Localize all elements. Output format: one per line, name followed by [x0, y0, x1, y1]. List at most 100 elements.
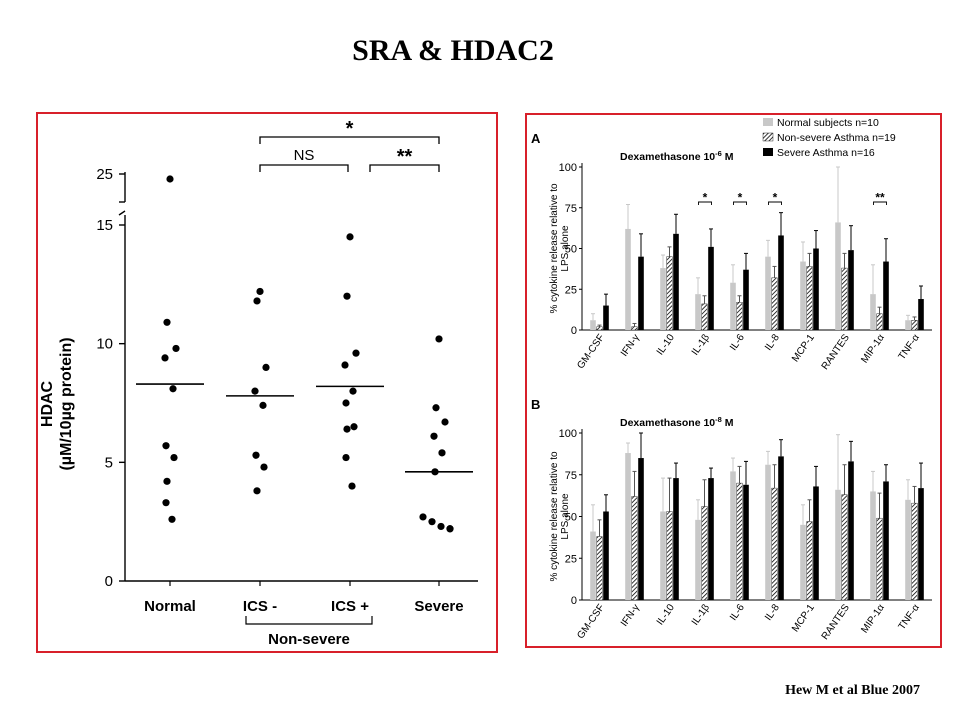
bar: [596, 326, 603, 331]
legend-swatch: [763, 118, 773, 126]
data-point: [172, 344, 180, 353]
bar: [870, 294, 876, 330]
slide-title: SRA & HDAC2: [352, 34, 554, 67]
bar: [673, 478, 679, 600]
bar: [590, 531, 596, 600]
data-point: [441, 418, 449, 426]
bar: [918, 299, 924, 330]
bar: [883, 261, 889, 330]
bar: [905, 320, 911, 330]
bar: [778, 456, 784, 600]
legend-label: Normal subjects n=10: [777, 117, 879, 129]
data-point: [256, 287, 264, 296]
bar: [701, 506, 708, 601]
data-point: [162, 442, 170, 450]
bar: [848, 250, 854, 330]
y-tick-label: 0: [571, 595, 577, 607]
bar: [590, 320, 596, 330]
data-point: [253, 487, 261, 495]
group-label: Non-severe: [268, 631, 350, 648]
panel-title-main: Dexamethasone 10: [620, 417, 715, 429]
x-tick-label: IL-6: [728, 332, 747, 353]
data-point: [162, 499, 170, 507]
data-point: [352, 349, 360, 357]
x-tick-label: RANTES: [820, 332, 852, 372]
citation: Hew M et al Blue 2007: [785, 683, 920, 698]
bar: [660, 511, 666, 600]
y-axis-label: % cytokine release relative to: [549, 451, 560, 582]
legend-swatch: [763, 148, 773, 156]
data-point: [346, 233, 354, 241]
x-tick-label: GM-CSF: [575, 332, 607, 371]
comparison-label: NS: [294, 147, 315, 164]
bar: [596, 536, 603, 601]
bar: [876, 517, 883, 601]
panel-title: Dexamethasone 10-8 M: [620, 415, 734, 430]
bar: [835, 222, 841, 330]
x-tick-label: IL-1β: [690, 602, 712, 627]
data-point: [170, 453, 178, 462]
bar: [673, 233, 679, 330]
bar: [876, 313, 883, 331]
data-point: [166, 175, 174, 183]
y-tick-label: 0: [105, 573, 113, 590]
bar: [708, 246, 714, 330]
y-axis-label: % cytokine release relative to: [549, 183, 560, 314]
significance-label: *: [773, 191, 778, 205]
bar: [778, 235, 784, 330]
bar: [835, 489, 841, 600]
bar: [625, 228, 631, 330]
data-point: [161, 354, 169, 362]
y-tick-label: 100: [559, 162, 577, 174]
data-point: [342, 399, 350, 407]
significance-bracket: [768, 201, 782, 205]
x-tick-label: Severe: [414, 598, 463, 615]
data-point: [446, 525, 454, 533]
bar: [743, 269, 749, 330]
bar: [638, 256, 644, 330]
data-point: [342, 453, 350, 462]
y-tick-label: 100: [559, 428, 577, 440]
bar: [736, 302, 743, 331]
y-axis-label-line2: LPS alone: [560, 225, 571, 272]
bar: [841, 494, 848, 601]
data-point: [432, 404, 440, 412]
x-tick-label: IL-10: [655, 602, 677, 627]
bar: [848, 461, 854, 600]
bar: [660, 268, 666, 330]
x-tick-label: Normal: [144, 598, 196, 615]
y-tick-label: 25: [96, 166, 113, 183]
comparison-label: *: [346, 118, 354, 140]
x-tick-label: MIP-1α: [859, 332, 887, 365]
bar: [625, 453, 631, 600]
panel-letter: B: [531, 397, 540, 412]
bar: [708, 478, 714, 600]
comparison-label: **: [397, 146, 413, 168]
bar: [771, 277, 778, 331]
comparison-bracket: [259, 164, 349, 172]
data-point: [419, 513, 427, 521]
panel-letter: A: [531, 131, 541, 146]
x-tick-label: MIP-1α: [859, 602, 887, 635]
data-point: [341, 361, 349, 369]
data-point: [168, 515, 176, 523]
x-tick-label: IL-6: [728, 602, 747, 623]
significance-bracket: [698, 201, 712, 205]
x-tick-label: MCP-1: [790, 602, 817, 634]
x-tick-label: GM-CSF: [575, 602, 607, 641]
y-tick-label: 75: [565, 203, 577, 215]
bar: [695, 294, 701, 330]
data-point: [430, 432, 438, 440]
bar: [841, 267, 848, 331]
x-tick-label: IFN-γ: [619, 602, 642, 628]
data-point: [343, 292, 351, 300]
comparison-bracket: [259, 136, 440, 144]
bar: [638, 458, 644, 600]
bar: [730, 471, 736, 600]
y-tick-label: 75: [565, 470, 577, 482]
bar: [631, 496, 638, 601]
bar: [800, 524, 806, 600]
data-point: [252, 451, 260, 459]
bar: [911, 320, 918, 331]
data-point: [438, 449, 446, 457]
